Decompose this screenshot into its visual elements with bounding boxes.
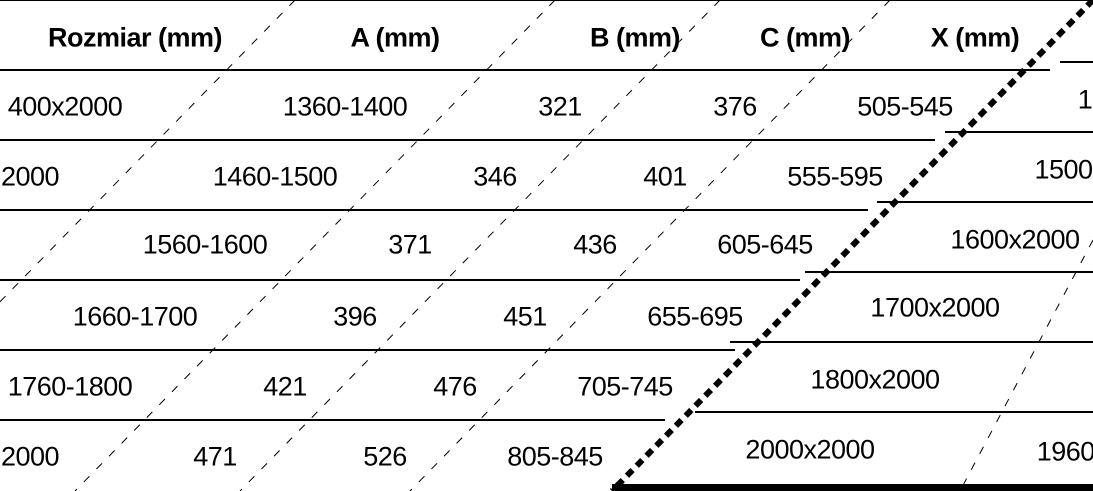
header-a: A (mm) [350,22,441,53]
cell-a: 1460-1500 [212,161,338,192]
cell-x: 655-695 [647,301,743,332]
cell-x: 605-645 [717,229,813,260]
cell-c: 451 [503,301,547,332]
cell-a: 1760-1800 [7,371,133,402]
cell-a: 471 [193,441,237,472]
cell-x: 505-545 [857,91,953,122]
cell-b: 396 [333,301,377,332]
cell-next: 1600x2000 [950,224,1080,255]
cell-next: 1700x2000 [870,292,1000,323]
cell-size: 2000 [0,441,60,472]
cell-a: 1360-1400 [282,91,408,122]
header-b: B (mm) [590,22,681,53]
cell-c: 376 [713,91,757,122]
cell-next: 1800x2000 [810,364,940,395]
cell-c: 805-845 [507,441,603,472]
cell-b: 346 [473,161,517,192]
header-c: C (mm) [760,22,851,53]
cell-c: 401 [643,161,687,192]
cell-next: 1500x [1034,154,1093,185]
cell-next-2: 1960- [1036,436,1093,467]
cell-size: 2000 [0,161,60,192]
cell-c: 476 [433,371,477,402]
cell-b: 421 [263,371,307,402]
cell-b: 526 [363,441,407,472]
cell-next: 2000x2000 [745,434,875,465]
header-rozmiar: Rozmiar (mm) [47,22,223,53]
header-x: X (mm) [930,22,1020,53]
cell-a: 1660-1700 [72,301,198,332]
cell-a: 1560-1600 [142,229,268,260]
cell-b: 371 [388,229,432,260]
cell-x: 555-595 [787,161,883,192]
cell-x: 705-745 [577,371,673,402]
cell-size: 400x2000 [7,91,123,122]
cell-b: 321 [538,91,582,122]
cell-next: 1 [1077,84,1093,115]
cell-c: 436 [573,229,617,260]
